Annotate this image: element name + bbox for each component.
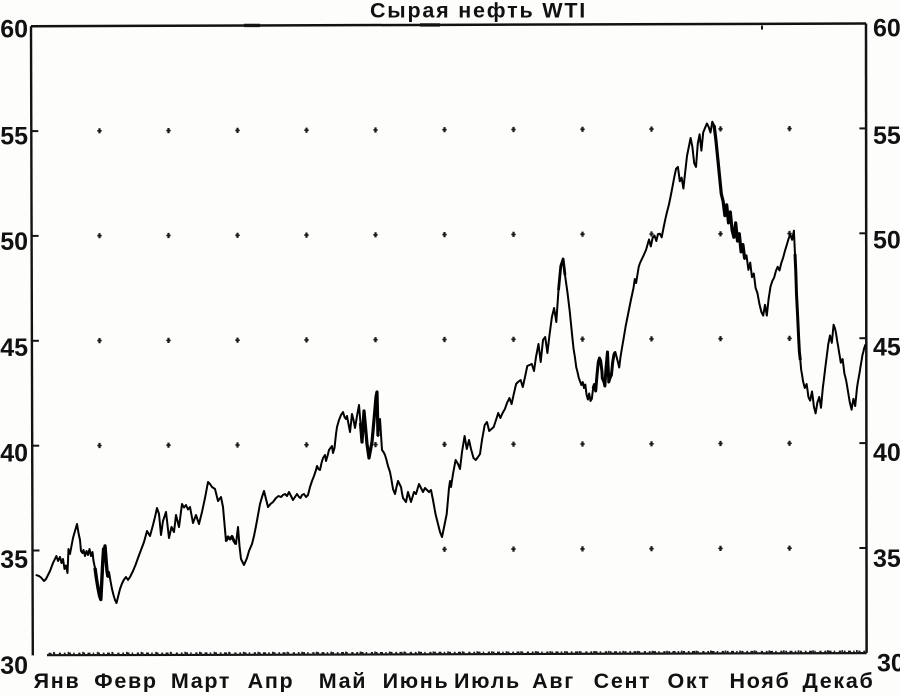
svg-text:Янв: Янв — [34, 669, 81, 692]
svg-text:Май: Май — [319, 669, 367, 692]
svg-text:60: 60 — [0, 15, 28, 43]
svg-text:55: 55 — [0, 122, 28, 150]
svg-text:Апр: Апр — [248, 669, 295, 692]
svg-text:Окт: Окт — [667, 669, 710, 692]
svg-text:Март: Март — [171, 669, 231, 692]
svg-text:Февр: Февр — [94, 669, 157, 692]
svg-text:Авг: Авг — [532, 669, 575, 692]
svg-text:35: 35 — [873, 545, 900, 573]
svg-text:Сент: Сент — [594, 669, 652, 692]
svg-text:45: 45 — [873, 334, 900, 362]
svg-text:45: 45 — [0, 334, 28, 362]
svg-text:Июнь: Июнь — [383, 669, 450, 692]
svg-text:40: 40 — [873, 439, 900, 467]
svg-text:35: 35 — [0, 546, 28, 574]
svg-text:Нояб: Нояб — [729, 669, 790, 692]
svg-text:Сырая нефть WTI: Сырая нефть WTI — [370, 0, 587, 23]
svg-text:30: 30 — [877, 650, 900, 678]
svg-text:30: 30 — [0, 652, 28, 680]
svg-text:55: 55 — [873, 122, 900, 150]
svg-text:50: 50 — [873, 227, 900, 255]
svg-text:Июль: Июль — [454, 669, 521, 692]
svg-text:50: 50 — [0, 228, 28, 256]
svg-text:40: 40 — [0, 440, 28, 468]
svg-text:60: 60 — [873, 15, 900, 43]
svg-text:Декаб: Декаб — [802, 669, 874, 692]
